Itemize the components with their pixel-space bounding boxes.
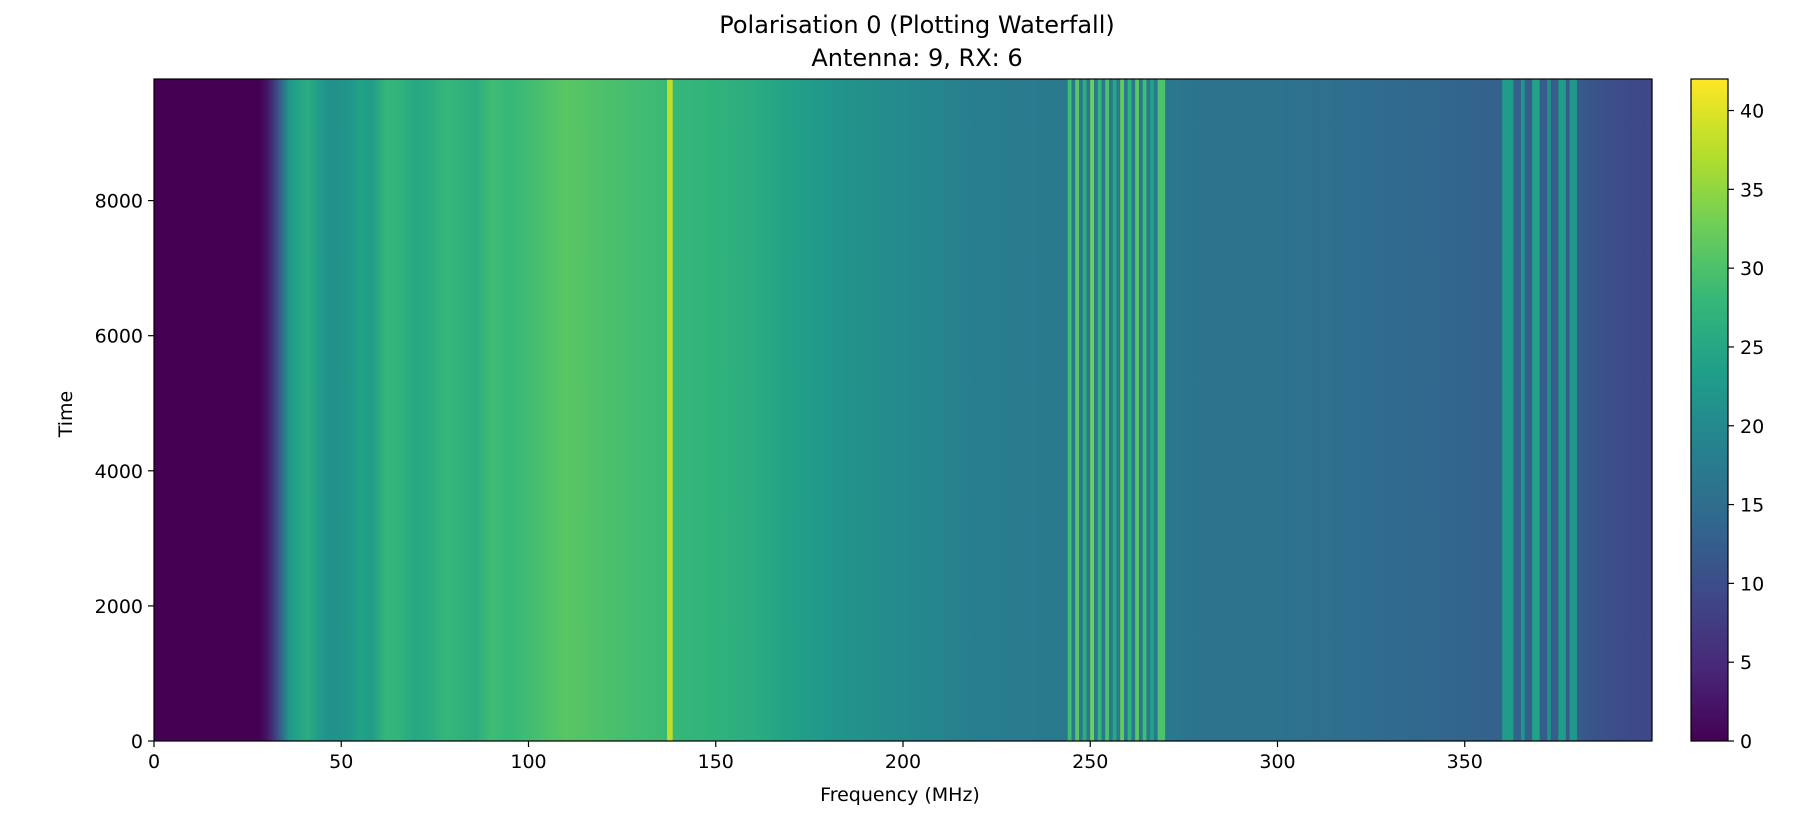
colorbar — [1690, 78, 1729, 742]
narrowband-line — [1112, 79, 1117, 741]
colorbar-scale — [1690, 78, 1729, 742]
colorbar-tick-label: 40 — [1740, 101, 1764, 123]
x-axis-ticks: 0 50 100 150 200 250 300 350 — [148, 741, 1483, 773]
x-tick-label: 0 — [148, 751, 160, 773]
y-tick-label: 2000 — [95, 596, 143, 618]
plot-area — [153, 78, 1653, 742]
x-axis-label: Frequency (MHz) — [820, 784, 980, 806]
narrowband-line — [1569, 79, 1578, 741]
colorbar-tick-label: 15 — [1740, 495, 1764, 517]
narrowband-line — [1502, 79, 1514, 741]
colorbar-tick-label: 30 — [1740, 258, 1764, 280]
colorbar-ticks: 0 5 10 15 20 25 30 35 40 — [1728, 101, 1764, 753]
y-tick-label: 8000 — [95, 191, 143, 213]
waterfall-heatmap — [154, 79, 1652, 741]
colorbar-tick-label: 0 — [1740, 731, 1752, 753]
narrowband-line — [1150, 79, 1154, 741]
x-tick-label: 300 — [1259, 751, 1295, 773]
narrowband-line — [1097, 79, 1102, 741]
narrowband-line — [1067, 79, 1072, 741]
x-tick-label: 350 — [1447, 751, 1483, 773]
chart-title: Polarisation 0 (Plotting Waterfall) — [719, 11, 1114, 39]
narrowband-line — [1075, 79, 1080, 741]
y-tick-label: 0 — [131, 731, 143, 753]
colorbar-tick-label: 20 — [1740, 416, 1764, 438]
colorbar-tick-label: 35 — [1740, 179, 1764, 201]
narrowband-line — [1520, 79, 1525, 741]
x-tick-label: 100 — [510, 751, 546, 773]
y-axis-label: Time — [55, 391, 77, 439]
narrowband-line — [1105, 79, 1109, 741]
narrowband-line — [1120, 79, 1124, 741]
chart-subtitle: Antenna: 9, RX: 6 — [811, 44, 1022, 72]
narrowband-line — [1142, 79, 1147, 741]
x-tick-label: 150 — [698, 751, 734, 773]
narrowband-line — [1558, 79, 1566, 741]
y-axis-ticks: 0 2000 4000 6000 8000 — [95, 191, 154, 753]
narrowband-line — [1135, 79, 1139, 741]
x-tick-label: 200 — [885, 751, 921, 773]
narrowband-line — [1157, 79, 1166, 741]
x-tick-label: 250 — [1072, 751, 1108, 773]
y-tick-label: 6000 — [95, 326, 143, 348]
colorbar-tick-label: 10 — [1740, 573, 1764, 595]
narrowband-line — [1090, 79, 1094, 741]
narrowband-line — [1082, 79, 1087, 741]
narrowband-line — [1127, 79, 1132, 741]
narrowband-line — [1547, 79, 1551, 741]
x-tick-label: 50 — [329, 751, 353, 773]
narrowband-line — [1532, 79, 1540, 741]
colorbar-tick-label: 5 — [1740, 652, 1752, 674]
y-tick-label: 4000 — [95, 461, 143, 483]
colorbar-tick-label: 25 — [1740, 337, 1764, 359]
narrowband-line — [667, 79, 673, 741]
